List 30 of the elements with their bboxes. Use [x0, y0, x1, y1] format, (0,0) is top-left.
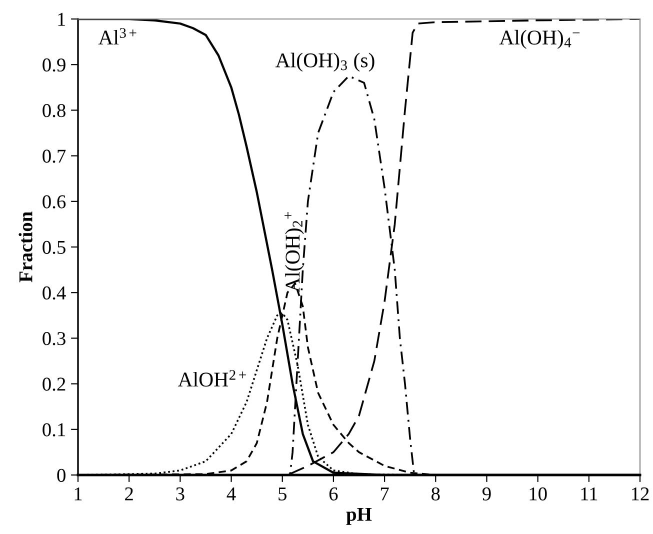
x-tick-label: 12 [632, 487, 649, 500]
y-tick-label: 0.4 [42, 286, 66, 300]
y-tick-label: 0 [57, 468, 66, 482]
x-tick-label: 6 [329, 487, 338, 500]
y-tick-label: 0.2 [42, 378, 66, 391]
y-tick-label: 0.3 [42, 332, 66, 346]
y-tick-label: 0.6 [42, 195, 66, 208]
x-axis-title: pH [346, 508, 372, 525]
x-tick-label: 3 [176, 487, 184, 500]
y-tick-label: 0.7 [42, 150, 66, 163]
x-tick-label: 2 [125, 487, 133, 500]
x-tick-label: 9 [482, 487, 491, 500]
series-label: AlOH$^{2+}$ [178, 370, 246, 387]
x-tick-label: 4 [226, 488, 236, 500]
y-tick-label: 0.1 [42, 423, 66, 436]
x-tick-label: 5 [278, 488, 286, 500]
x-tick-label: 7 [380, 488, 389, 500]
y-tick-label: 0.8 [42, 104, 66, 118]
y-tick-label: 0.9 [42, 58, 66, 72]
series-label: Al(OH)$_{4}$$^{−}$ [499, 30, 580, 49]
y-tick-label: 1 [58, 12, 66, 26]
series-label: Al(OH)$_{3}$ (s) [275, 52, 374, 72]
x-tick-label: 8 [432, 487, 440, 500]
x-tick-label: 1 [74, 487, 82, 500]
text: Al(OH)$_{2}$$^{+}$ [284, 212, 304, 292]
y-axis-title: Fraction [18, 212, 32, 282]
series-label: Al$^{3+}$ [98, 28, 136, 44]
x-tick-label: 11 [581, 487, 598, 500]
y-tick-label: 0.5 [42, 240, 66, 254]
x-tick-label: 10 [530, 487, 547, 500]
